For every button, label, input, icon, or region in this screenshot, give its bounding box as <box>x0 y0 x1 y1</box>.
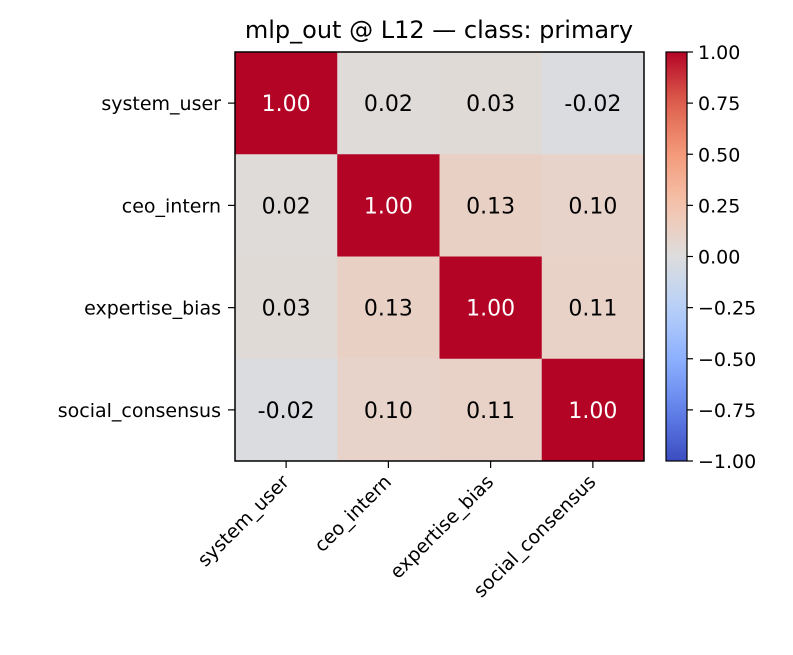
colorbar-gradient <box>666 52 687 461</box>
cell-value-label: 0.13 <box>364 297 413 322</box>
plot-frame <box>234 51 645 462</box>
heatmap-cell <box>337 154 440 257</box>
heatmap-cell <box>439 154 543 257</box>
cell-value-label: 0.11 <box>568 297 617 322</box>
cell-value-label: 0.13 <box>466 194 515 219</box>
cell-value-label: 1.00 <box>364 194 413 219</box>
heatmap-cell <box>541 52 645 155</box>
cell-value-label: 0.10 <box>568 194 617 219</box>
heatmap-cell <box>235 52 338 155</box>
heatmap-cell <box>235 154 338 257</box>
colorbar-tick-label: 0.00 <box>698 247 740 269</box>
colorbar-tick-label: 0.75 <box>698 93 740 115</box>
colorbar-ticks: 1.00 0.75 0.50 0.25 0.00 −0.25 −0.50 −0.75 −1.00 <box>687 42 756 473</box>
x-tick-label: ceo_intern <box>310 471 396 557</box>
heatmap-cell <box>541 358 645 462</box>
cell-value-label: -0.02 <box>258 399 315 424</box>
heatmap-cell <box>439 358 543 462</box>
colorbar-tick-label: −1.00 <box>698 451 756 473</box>
colorbar-tick-label: 1.00 <box>698 42 740 64</box>
colorbar: 1.00 0.75 0.50 0.25 0.00 −0.25 −0.50 −0.75 −1.00 <box>665 42 756 473</box>
cell-value-label: 0.10 <box>364 399 413 424</box>
cell-value-label: 0.03 <box>466 92 515 117</box>
y-tick-label: social_consensus <box>58 400 221 422</box>
x-tick-label: system_user <box>194 471 294 571</box>
colorbar-tick-label: 0.25 <box>698 195 740 217</box>
heatmap-cell <box>235 358 338 462</box>
heatmap-cell <box>541 256 645 360</box>
heatmap-cell <box>541 154 645 257</box>
cell-value-label: 0.02 <box>262 194 311 219</box>
chart-title: mlp_out @ L12 — class: primary <box>245 16 633 44</box>
cell-value-label: 1.00 <box>568 399 617 424</box>
y-tick-label: expertise_bias <box>84 298 221 320</box>
cell-value-label: -0.02 <box>564 92 621 117</box>
colorbar-tick-label: −0.25 <box>698 298 756 320</box>
heatmap-cell <box>235 256 338 360</box>
y-tick-label: system_user <box>101 93 221 115</box>
cell-value-label: 0.11 <box>466 399 515 424</box>
x-axis: system_user ceo_internexpertise_biassocia… <box>194 461 600 602</box>
cell-value-label: 1.00 <box>466 297 515 322</box>
heatmap-cell <box>439 256 543 360</box>
x-tick-label: expertise_bias <box>386 471 498 583</box>
cell-value-label: 1.00 <box>262 92 311 117</box>
cell-value-label: 0.02 <box>364 92 413 117</box>
y-tick-label: ceo_intern <box>122 195 221 217</box>
colorbar-tick-label: 0.50 <box>698 144 740 166</box>
y-axis: system_user ceo_intern expertise_biassocia… <box>58 93 235 422</box>
colorbar-tick-label: −0.50 <box>698 349 756 371</box>
colorbar-tick-label: −0.75 <box>698 400 756 422</box>
heatmap-cell <box>337 256 440 360</box>
heatmap-cell <box>337 358 440 462</box>
cell-value-label: 0.03 <box>262 297 311 322</box>
heatmap-cell <box>337 52 440 155</box>
heatmap-cells: 1.00 0.02 0.03 -0.02 0.02 1.00 0.13 0.10 0.03 0.1… <box>235 52 645 462</box>
heatmap-cell <box>439 52 543 155</box>
